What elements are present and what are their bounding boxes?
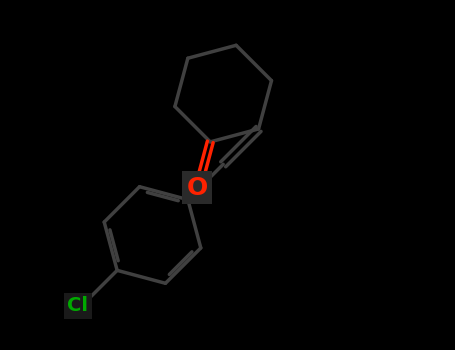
Text: O: O: [187, 176, 208, 199]
Text: Cl: Cl: [67, 296, 88, 315]
